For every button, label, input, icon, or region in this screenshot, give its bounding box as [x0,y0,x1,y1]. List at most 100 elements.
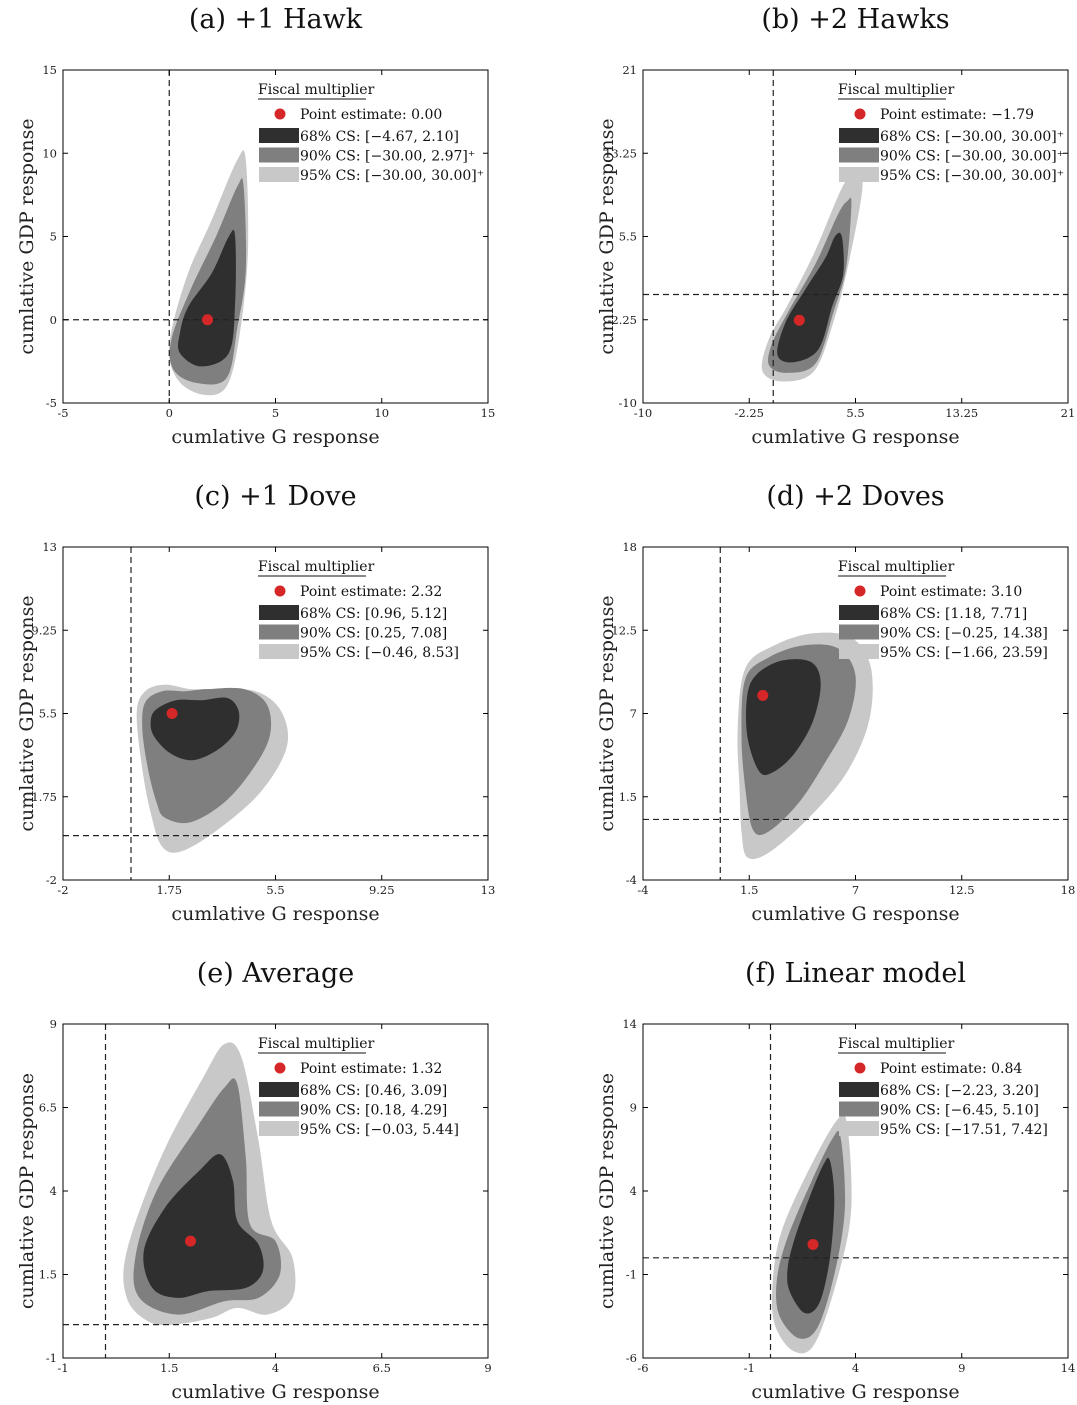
legend-item-68: 68% CS: [0.96, 5.12] [300,606,447,622]
legend: Fiscal multiplier Point estimate: 3.10 68%… [838,559,1048,661]
x-tick-label: 12.5 [949,883,975,897]
x-tick-label: 5.5 [846,406,864,420]
y-tick-label: 6.5 [39,1101,57,1115]
x-axis-label: cumlative G response [171,903,379,925]
y-tick-label: -10 [618,396,637,410]
legend-swatch-90 [839,147,879,163]
legend-item-90: 90% CS: [0.25, 7.08] [300,626,447,642]
legend-item-90: 90% CS: [−6.45, 5.10] [880,1103,1039,1119]
x-tick-label: 1.75 [156,883,182,897]
x-tick-label: 9.25 [369,883,395,897]
legend-point-marker [274,1062,286,1074]
confidence-region-68 [177,229,236,367]
legend: Fiscal multiplier Point estimate: 2.32 68%… [258,559,459,661]
legend-swatch-95 [839,167,879,182]
legend-item-95: 95% CS: [−0.03, 5.44] [300,1122,459,1138]
y-tick-label: -5 [46,396,57,410]
y-tick-label: 12.5 [611,623,637,637]
legend-swatch-90 [259,1101,299,1117]
y-tick-label: 4 [50,1184,57,1198]
x-tick-label: -5 [57,406,68,420]
chart-panel-3: (c) +1 Dove -2 1.75 5.5 9.25 13 -2 1.75 5.5 9.25 1… [16,481,495,925]
legend-item-90: 90% CS: [0.18, 4.29] [300,1103,447,1119]
y-axis-label: cumlative GDP response [16,118,38,354]
x-tick-label: -10 [634,406,653,420]
legend-point-label: Point estimate: −1.79 [880,107,1034,123]
y-tick-label: 13.25 [604,146,637,160]
legend-item-68: 68% CS: [0.46, 3.09] [300,1083,447,1099]
legend-point-marker [274,108,286,120]
legend-item-90: 90% CS: [−30.00, 2.97]⁺ [300,149,475,165]
legend-swatch-90 [259,624,299,640]
legend-point-marker [854,108,866,120]
y-tick-label: 5 [50,230,57,244]
x-axis-label: cumlative G response [751,903,959,925]
confidence-region-68 [787,1157,835,1314]
chart-title: (a) +1 Hawk [189,4,363,35]
x-tick-label: 1.5 [740,883,758,897]
legend-heading: Fiscal multiplier [838,1036,955,1052]
x-tick-label: -1 [744,1361,755,1375]
y-axis-label: cumlative GDP response [596,595,618,831]
legend: Fiscal multiplier Point estimate: 0.00 68%… [258,82,484,184]
y-tick-label: 15 [42,63,57,77]
x-tick-label: 6.5 [373,1361,391,1375]
legend-item-95: 95% CS: [−0.46, 8.53] [300,645,459,661]
legend-swatch-68 [839,128,879,143]
x-tick-label: 5 [272,406,279,420]
legend-heading: Fiscal multiplier [258,82,375,98]
legend: Fiscal multiplier Point estimate: 0.84 68%… [838,1036,1048,1138]
y-tick-label: 7 [630,707,637,721]
legend-swatch-90 [839,1101,879,1117]
legend-swatch-68 [259,605,299,620]
point-estimate-marker [807,1238,819,1250]
x-axis-label: cumlative G response [751,1381,959,1403]
y-tick-label: 4 [630,1184,637,1198]
legend-swatch-68 [259,1082,299,1097]
chart-title: (b) +2 Hawks [761,4,949,35]
x-tick-label: 18 [1061,883,1076,897]
y-tick-label: -4 [626,873,637,887]
y-tick-label: -2.25 [608,313,638,327]
legend-heading: Fiscal multiplier [258,1036,375,1052]
y-tick-label: 5.5 [39,707,57,721]
chart-title: (d) +2 Doves [766,481,944,512]
legend-point-label: Point estimate: 2.32 [300,584,442,600]
plot-area [63,547,488,880]
legend-swatch-90 [259,147,299,163]
y-axis-label: cumlative GDP response [16,1073,38,1309]
x-tick-label: -6 [637,1361,648,1375]
y-tick-label: 18 [622,540,637,554]
legend-item-90: 90% CS: [−30.00, 30.00]⁺ [880,149,1064,165]
legend-swatch-95 [259,644,299,659]
x-tick-label: 1.5 [160,1361,178,1375]
y-tick-label: -6 [626,1351,637,1365]
legend-swatch-68 [839,605,879,620]
chart-title: (c) +1 Dove [194,481,356,512]
point-estimate-marker [793,314,805,326]
point-estimate-marker [166,708,178,719]
y-tick-label: 0 [50,313,57,327]
confidence-region-68 [745,659,821,776]
legend-point-label: Point estimate: 0.84 [880,1061,1022,1077]
legend-point-marker [854,585,866,597]
x-axis-label: cumlative G response [751,426,959,448]
x-tick-label: 10 [374,406,389,420]
legend: Fiscal multiplier Point estimate: 1.32 68%… [258,1036,459,1138]
y-tick-label: -1 [626,1268,637,1282]
legend-item-95: 95% CS: [−17.51, 7.42] [880,1122,1048,1138]
legend-item-68: 68% CS: [−2.23, 3.20] [880,1083,1039,1099]
x-tick-label: -1 [57,1361,68,1375]
plot-area [63,70,488,403]
point-estimate-marker [757,689,769,701]
confidence-region-68 [143,1154,264,1298]
legend-heading: Fiscal multiplier [838,559,955,575]
legend-swatch-95 [259,167,299,182]
legend-swatch-68 [259,128,299,143]
x-tick-label: 13 [481,883,496,897]
chart-panel-5: (e) Average -1 1.5 4 6.5 9 -1 1.5 4 6.5 9 cumlative… [16,958,492,1403]
legend-item-90: 90% CS: [−0.25, 14.38] [880,626,1048,642]
y-tick-label: -2 [46,873,57,887]
legend-point-marker [274,585,286,597]
